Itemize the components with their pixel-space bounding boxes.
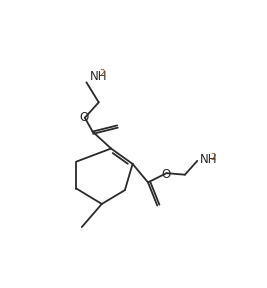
Text: O: O xyxy=(80,111,89,124)
Text: 2: 2 xyxy=(210,153,216,162)
Text: NH: NH xyxy=(200,153,218,166)
Text: O: O xyxy=(161,168,170,181)
Text: NH: NH xyxy=(89,70,107,83)
Text: 2: 2 xyxy=(100,69,105,78)
